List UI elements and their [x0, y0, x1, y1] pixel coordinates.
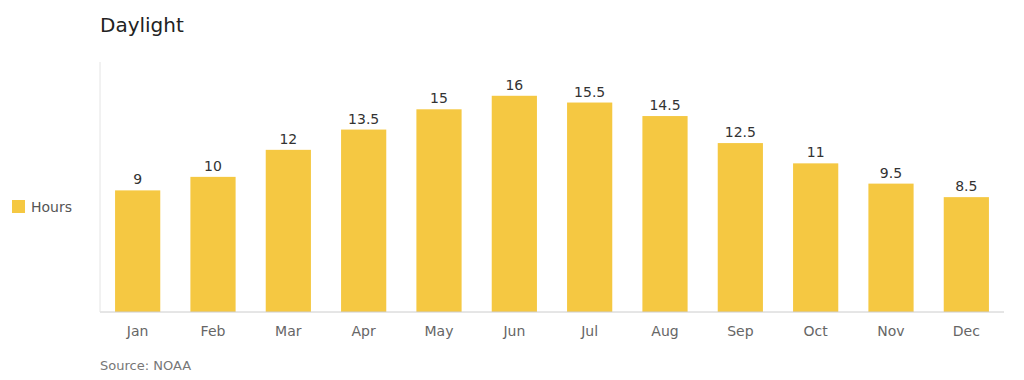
bar	[642, 116, 687, 312]
data-label: 12	[279, 131, 297, 147]
bar	[341, 130, 386, 312]
x-axis-line	[100, 312, 1004, 313]
legend-label: Hours	[31, 199, 72, 215]
bar	[718, 143, 763, 312]
data-label: 12.5	[725, 124, 756, 140]
data-label: 11	[807, 144, 825, 160]
x-tick-label: Jul	[580, 323, 598, 339]
x-tick-label: Apr	[352, 323, 376, 339]
x-tick-label: Oct	[804, 323, 829, 339]
data-label: 8.5	[955, 178, 977, 194]
bars	[115, 96, 989, 312]
data-label: 13.5	[348, 111, 379, 127]
data-label: 15.5	[574, 84, 605, 100]
x-tick-label: Jun	[502, 323, 525, 339]
bar	[793, 163, 838, 312]
x-tick-label: Jan	[126, 323, 149, 339]
annotation: Source: NOAA	[100, 358, 191, 373]
x-tick-label: May	[425, 323, 454, 339]
x-tick-label: Dec	[953, 323, 980, 339]
x-tick-label: Feb	[201, 323, 226, 339]
data-label: 15	[430, 90, 448, 106]
bar	[190, 177, 235, 312]
x-tick-label: Sep	[727, 323, 754, 339]
title: Daylight	[100, 13, 184, 37]
bar	[416, 109, 461, 312]
legend: Hours	[12, 199, 72, 215]
bar	[266, 150, 311, 312]
data-label: 14.5	[649, 97, 680, 113]
bar	[115, 190, 160, 312]
data-label: 16	[505, 77, 523, 93]
chart: Daylight 9 10 12 13.5 15 16 15.5 14.5 12.5 11 9.5 8.…	[0, 0, 1024, 380]
data-label: 10	[204, 158, 222, 174]
legend-swatch	[12, 200, 25, 213]
x-tick-label: Nov	[877, 323, 904, 339]
data-label: 9.5	[880, 165, 902, 181]
bar	[492, 96, 537, 312]
x-tick-label: Aug	[651, 323, 678, 339]
bar	[944, 197, 989, 312]
y-axis-line	[100, 62, 101, 312]
x-tick-label: Mar	[275, 323, 302, 339]
data-label: 9	[133, 171, 142, 187]
bar	[868, 184, 913, 312]
bar	[567, 103, 612, 312]
